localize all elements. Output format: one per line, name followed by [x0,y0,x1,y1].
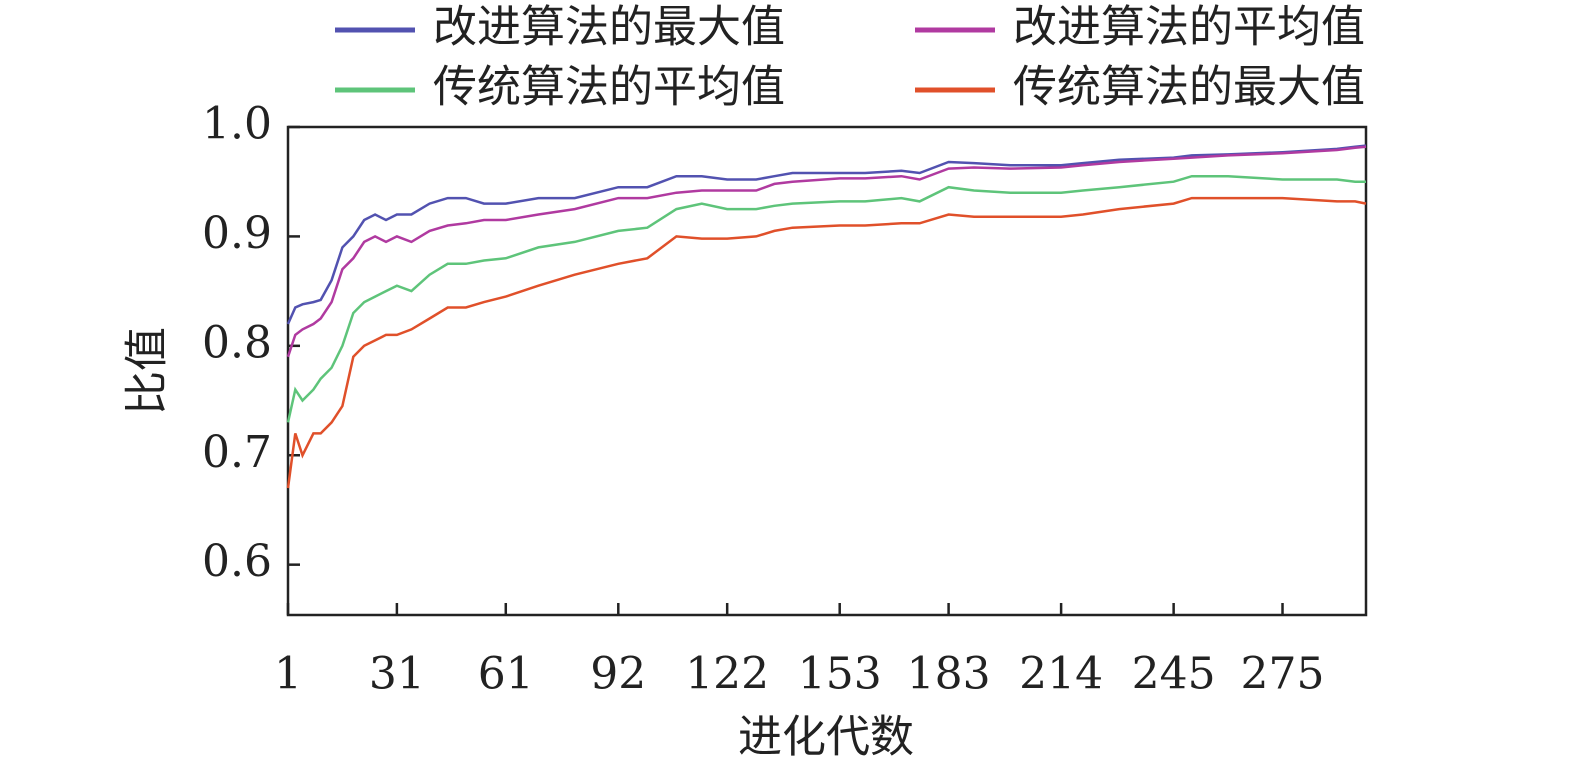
y-tick-label: 0.8 [202,317,272,368]
y-tick-label: 0.6 [202,536,272,587]
series-line [286,145,1367,358]
y-tick-label: 0.7 [202,427,272,478]
y-axis-label: 比值 [122,327,173,415]
x-tick-label: 153 [798,649,882,700]
x-tick-label: 31 [369,649,425,700]
x-tick-label: 1 [274,649,302,700]
x-axis-label: 进化代数 [738,712,914,763]
x-tick-label: 214 [1019,649,1103,700]
series-line [286,196,1367,489]
legend-label: 传统算法的平均值 [433,62,785,113]
plot-frame [286,125,1368,617]
legend-label: 改进算法的平均值 [1013,2,1365,53]
y-tick-label: 0.9 [202,208,272,259]
x-tick-label: 245 [1132,649,1216,700]
series-line [286,174,1366,423]
x-tick-label: 122 [685,649,769,700]
series-line [286,144,1367,325]
x-tick-label: 92 [590,649,646,700]
x-tick-label: 183 [907,649,991,700]
legend-label: 传统算法的最大值 [1013,62,1365,113]
legend-label: 改进算法的最大值 [433,2,785,53]
x-tick-label: 61 [478,649,534,700]
x-tick-label: 275 [1241,649,1325,700]
y-tick-label: 1.0 [202,99,272,150]
